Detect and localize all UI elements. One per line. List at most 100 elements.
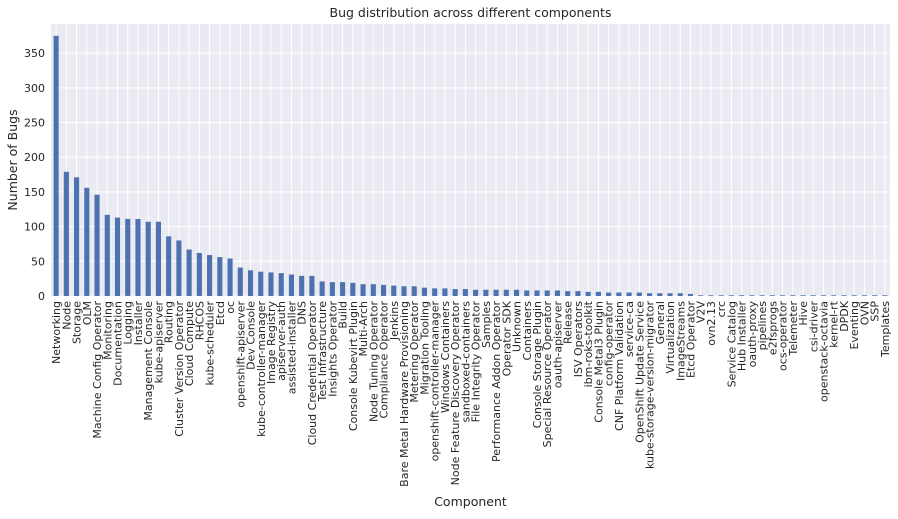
x-tick-label: openshift-apiserver	[234, 301, 247, 408]
bar	[135, 218, 141, 296]
bar	[667, 293, 673, 296]
bar	[616, 292, 622, 296]
bar	[176, 240, 182, 296]
x-tick-label: V2V	[695, 301, 708, 324]
bar	[524, 290, 530, 296]
bar	[155, 221, 161, 296]
x-tick-label: Cloud Credential Operator	[306, 301, 319, 446]
x-tick-label: Release	[562, 301, 575, 344]
bar	[186, 249, 192, 296]
x-tick-label: Unknown	[511, 301, 524, 352]
bar	[299, 275, 305, 296]
bar	[851, 295, 857, 296]
x-tick-label: File Integrity Operator	[470, 301, 483, 423]
bar	[145, 221, 151, 296]
bar	[217, 257, 223, 296]
bar	[319, 281, 325, 296]
bar	[728, 295, 734, 296]
x-tick-label: kube-controller-manager	[255, 301, 268, 437]
bar	[861, 295, 867, 296]
bar	[421, 287, 428, 296]
x-tick-label: ibm-roks-toolkit	[582, 300, 595, 387]
y-tick-label: 0	[38, 290, 45, 303]
bar	[258, 271, 264, 296]
bar	[63, 171, 69, 296]
x-tick-label: kube-scheduler	[204, 301, 217, 386]
bar	[309, 275, 315, 296]
x-tick-label: ImageStreams	[674, 301, 687, 381]
bar	[196, 252, 202, 296]
x-tick-label: kube-apiserver	[152, 301, 165, 384]
x-tick-label: SSP	[869, 301, 882, 322]
y-axis-label: Number of Bugs	[5, 109, 20, 210]
bar	[360, 284, 366, 296]
y-tick-label: 250	[24, 117, 45, 130]
bar	[513, 289, 520, 296]
bar	[401, 286, 407, 296]
bar	[718, 295, 724, 296]
bar	[288, 274, 295, 296]
bar	[104, 214, 110, 296]
x-tick-label: Dev Console	[245, 301, 258, 370]
x-tick-label: Containers	[521, 301, 534, 361]
bar	[125, 218, 131, 296]
bar	[759, 295, 765, 296]
x-tick-label: oc	[224, 301, 237, 314]
bar	[626, 292, 632, 296]
x-tick-label: Special Resource Operator	[541, 301, 554, 448]
bar	[841, 295, 847, 296]
bar	[534, 290, 540, 296]
x-tick-label: Metering Operator	[408, 301, 421, 403]
bar	[207, 255, 213, 296]
x-tick-label: Jenkins	[388, 301, 401, 341]
bar	[329, 282, 335, 296]
x-tick-label: Documentation	[112, 301, 125, 386]
chart-title: Bug distribution across different compon…	[330, 5, 612, 20]
x-tick-label: openstack-octavia	[817, 301, 830, 402]
x-tick-label: OVN	[858, 301, 871, 325]
x-tick-label: Installer	[132, 301, 145, 346]
x-tick-label: csi-driver	[807, 301, 820, 353]
bar	[442, 288, 448, 296]
x-tick-label: Operator SDK	[500, 300, 513, 376]
bar	[872, 295, 878, 296]
x-tick-label: Build	[337, 301, 350, 329]
bar	[575, 291, 581, 296]
x-tick-label: crc	[715, 301, 728, 317]
x-tick-label: Performance Addon Operator	[490, 301, 503, 462]
bar	[739, 295, 745, 296]
x-tick-label: Migration Tooling	[418, 301, 431, 395]
y-tick-labels: 0 50 100 150 200 250 300 350	[24, 47, 45, 303]
bar	[565, 291, 571, 296]
bar	[391, 285, 397, 296]
x-tick-label: Image Registry	[265, 301, 278, 384]
bar	[554, 290, 561, 296]
bars	[53, 35, 888, 296]
bar	[84, 187, 90, 296]
x-tick-label: Machine Config Operator	[91, 301, 104, 439]
x-tick-label: oauth-proxy	[746, 301, 759, 368]
x-tick-label: service-ca	[623, 301, 636, 357]
bar	[268, 272, 274, 296]
x-tick-label: Test Infrastructure	[316, 301, 329, 403]
bar	[380, 284, 387, 296]
bar	[595, 291, 601, 296]
x-tick-label: Networking	[50, 301, 63, 364]
x-tick-label: assisted-installer	[285, 301, 298, 395]
bar	[74, 177, 80, 296]
x-tick-label: RHCOS	[193, 301, 206, 340]
bar	[503, 289, 509, 296]
x-tick-label: Cluster Version Operator	[173, 301, 186, 437]
bar	[278, 273, 284, 296]
x-tick-label: Console Storage Plugin	[531, 301, 544, 428]
x-tick-label: CNF Platform Validation	[613, 301, 626, 431]
bar	[585, 291, 591, 296]
bar	[820, 295, 827, 296]
bar	[606, 292, 612, 296]
y-tick-label: 300	[24, 82, 45, 95]
x-tick-label: Storage	[71, 301, 84, 344]
bar	[114, 217, 121, 296]
x-tick-label: Node	[60, 301, 73, 330]
bar	[800, 295, 806, 296]
